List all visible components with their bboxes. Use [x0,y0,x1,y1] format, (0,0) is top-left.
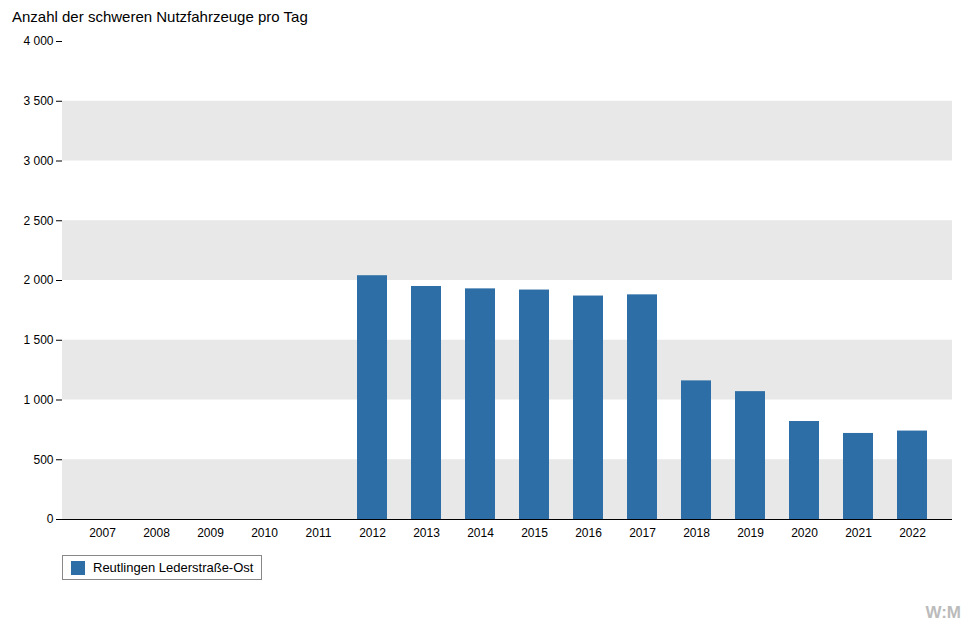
svg-text:3 000: 3 000 [23,154,53,168]
svg-text:2007: 2007 [89,526,116,540]
svg-text:2 500: 2 500 [23,214,53,228]
svg-text:2014: 2014 [467,526,494,540]
html-text:Anzahl der schweren Nutzfahrze: Anzahl der schweren Nutzfahrzeuge pro Ta… [12,8,308,25]
svg-text:2020: 2020 [791,526,818,540]
svg-text:2018: 2018 [683,526,710,540]
svg-text:2012: 2012 [359,526,386,540]
svg-text:1 000: 1 000 [23,393,53,407]
svg-text:0: 0 [47,512,54,526]
svg-text:1 500: 1 500 [23,333,53,347]
svg-text:2011: 2011 [306,526,332,540]
svg-text:2010: 2010 [251,526,278,540]
svg-text:2019: 2019 [737,526,764,540]
svg-text:2015: 2015 [521,526,548,540]
svg-text:2 000: 2 000 [23,273,53,287]
html-text:Reutlingen Lederstraße-Ost: Reutlingen Lederstraße-Ost [93,560,254,575]
svg-text:2008: 2008 [143,526,170,540]
svg-text:500: 500 [33,453,53,467]
svg-text:4 000: 4 000 [23,34,53,48]
svg-text:2022: 2022 [899,526,926,540]
svg-text:2009: 2009 [197,526,224,540]
svg-text:2016: 2016 [575,526,602,540]
svg-text:3 500: 3 500 [23,94,53,108]
svg-text:2013: 2013 [413,526,440,540]
svg-text:2017: 2017 [629,526,656,540]
html-text:W:M: W:M [925,603,961,622]
svg-text:2021: 2021 [845,526,872,540]
